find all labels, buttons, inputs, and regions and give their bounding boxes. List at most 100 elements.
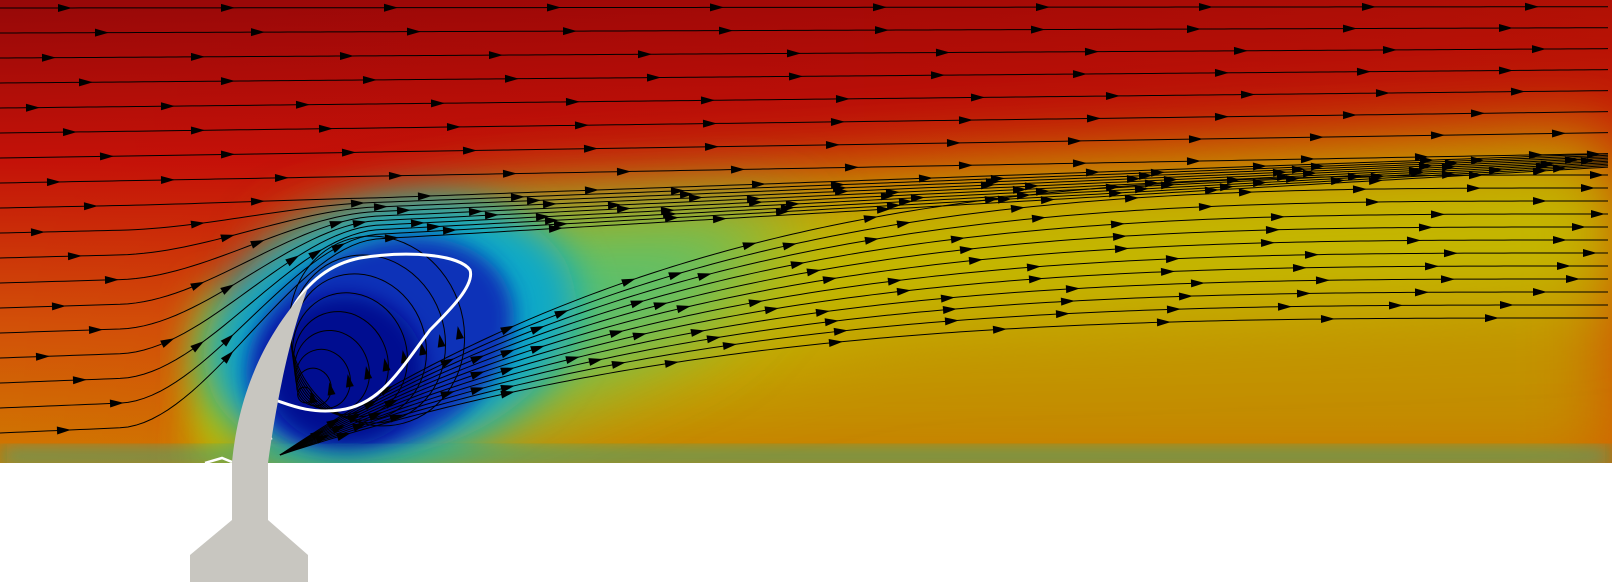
streamline	[0, 6, 1609, 9]
arrow	[308, 249, 323, 261]
vortex-loop	[289, 254, 447, 424]
arrow	[1166, 305, 1181, 314]
arrow	[1198, 3, 1213, 12]
arrow	[548, 224, 563, 233]
arrow	[1552, 164, 1567, 173]
arrow	[1424, 262, 1439, 271]
arrow	[609, 330, 624, 339]
arrow	[898, 197, 913, 206]
arrow	[1571, 223, 1586, 232]
arrow	[970, 93, 985, 102]
arrow	[160, 338, 175, 348]
streamline	[0, 27, 1609, 34]
arrow	[637, 50, 652, 59]
arrow	[702, 119, 717, 128]
arrow	[621, 278, 636, 287]
arrow	[94, 28, 109, 37]
arrow	[1499, 301, 1514, 310]
arrow	[751, 180, 766, 189]
arrow	[1270, 213, 1285, 222]
arrow	[722, 342, 737, 351]
arrow	[940, 294, 955, 303]
arrow	[500, 325, 515, 335]
arrow	[1028, 275, 1043, 284]
arrow	[1214, 112, 1229, 121]
streamline	[0, 154, 1609, 234]
arrow	[442, 226, 457, 235]
arrow	[510, 193, 525, 202]
arrow	[935, 48, 950, 57]
streamlines	[0, 2, 1609, 456]
arrow	[327, 382, 336, 396]
arrow	[1304, 250, 1319, 259]
arrow	[220, 77, 235, 86]
arrow	[1535, 162, 1550, 171]
arrow	[676, 305, 691, 314]
arrow	[426, 223, 441, 232]
arrow	[630, 300, 645, 309]
arrow	[712, 215, 727, 224]
arrow	[1178, 292, 1193, 301]
arrow	[1114, 245, 1129, 254]
arrow	[109, 399, 124, 408]
arrow	[274, 173, 289, 182]
arrow	[406, 27, 421, 36]
arrow	[688, 194, 703, 203]
arrow	[1186, 157, 1201, 166]
arrow	[396, 206, 411, 215]
arrow	[788, 72, 803, 81]
arrow	[1085, 168, 1100, 177]
arrow	[1260, 239, 1275, 248]
arrow	[190, 220, 205, 229]
arrow	[1040, 196, 1055, 205]
arrow	[1186, 25, 1201, 34]
arrow	[562, 27, 577, 36]
arrow	[824, 318, 839, 327]
arrow	[57, 3, 72, 12]
arrow	[679, 190, 694, 199]
arrow	[250, 239, 265, 249]
arrow	[417, 192, 432, 201]
arrow	[1226, 176, 1241, 185]
arrow	[886, 201, 901, 210]
arrow	[1024, 182, 1039, 191]
arrow	[382, 358, 391, 372]
arrow	[1551, 129, 1566, 138]
arrow	[565, 356, 580, 365]
arrow	[1084, 47, 1099, 56]
arrow	[1388, 301, 1403, 310]
arrow	[470, 371, 485, 380]
arrow	[1580, 184, 1595, 193]
arrow	[318, 124, 333, 133]
arrow	[160, 176, 175, 185]
arrow	[554, 310, 569, 319]
arrow	[546, 3, 561, 12]
arrow	[220, 150, 235, 159]
arrow	[329, 221, 344, 229]
arrow	[786, 49, 801, 58]
arrow	[668, 272, 683, 281]
arrow	[446, 123, 461, 132]
arrow	[388, 171, 403, 180]
arrow	[1565, 275, 1580, 284]
arrow	[697, 273, 712, 281]
arrow	[980, 181, 995, 190]
arrow	[1443, 249, 1458, 258]
arrow	[1296, 289, 1311, 298]
arrow	[553, 220, 568, 229]
arrow	[844, 163, 859, 172]
arrow	[706, 335, 721, 344]
wall-layer	[0, 450, 1612, 463]
arrow	[709, 3, 724, 12]
arrow	[384, 399, 399, 409]
arrow	[30, 228, 45, 237]
arrow	[430, 99, 445, 108]
arrow	[1484, 314, 1499, 323]
arrow	[946, 139, 961, 148]
arrow	[1524, 2, 1539, 11]
arrow	[410, 219, 425, 228]
arrow	[1214, 68, 1229, 77]
arrow	[1233, 46, 1248, 55]
arrow	[616, 167, 631, 176]
streamline	[279, 187, 1609, 456]
